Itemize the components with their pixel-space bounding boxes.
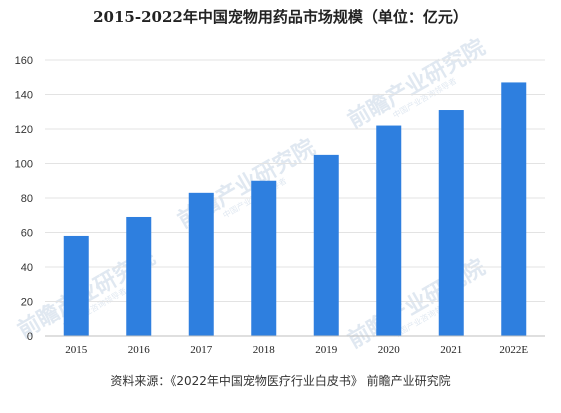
bar	[313, 154, 339, 336]
bar	[126, 216, 152, 336]
bar	[501, 82, 527, 336]
x-tick-label: 2015	[65, 344, 88, 356]
y-tick-label: 80	[21, 193, 33, 205]
y-axis-ticks: 0 20 40 60 80 100 120 140 160	[15, 55, 33, 343]
bars	[63, 82, 527, 337]
bar	[63, 235, 89, 336]
bar	[438, 110, 464, 337]
y-tick-label: 0	[27, 331, 33, 343]
x-tick-label: 2022E	[499, 344, 528, 356]
bar	[188, 192, 214, 336]
x-tick-label: 2019	[315, 344, 338, 356]
y-tick-label: 160	[15, 55, 33, 67]
y-tick-label: 40	[21, 262, 33, 274]
x-tick-label: 2018	[253, 344, 276, 356]
watermark-text: 前瞻产业研究院	[343, 254, 489, 354]
bar	[251, 180, 277, 336]
y-tick-label: 120	[15, 124, 33, 136]
x-tick-label: 2020	[378, 344, 401, 356]
x-axis-ticks: 2015 2016 2017 2018 2019 2020 2021 2022E	[65, 344, 528, 356]
x-tick-label: 2016	[128, 344, 151, 356]
y-tick-label: 140	[15, 90, 33, 102]
bar	[376, 125, 402, 336]
x-tick-label: 2021	[440, 344, 462, 356]
y-tick-label: 100	[15, 159, 33, 171]
watermark-text: 前瞻产业研究院	[343, 34, 489, 134]
y-tick-label: 60	[21, 228, 33, 240]
x-tick-label: 2017	[190, 344, 213, 356]
source-note: 资料来源：《2022年中国宠物医疗行业白皮书》 前瞻产业研究院	[110, 374, 451, 388]
y-tick-label: 20	[21, 297, 33, 309]
chart-title: 2015-2022年中国宠物用药品市场规模（单位：亿元）	[93, 8, 468, 26]
